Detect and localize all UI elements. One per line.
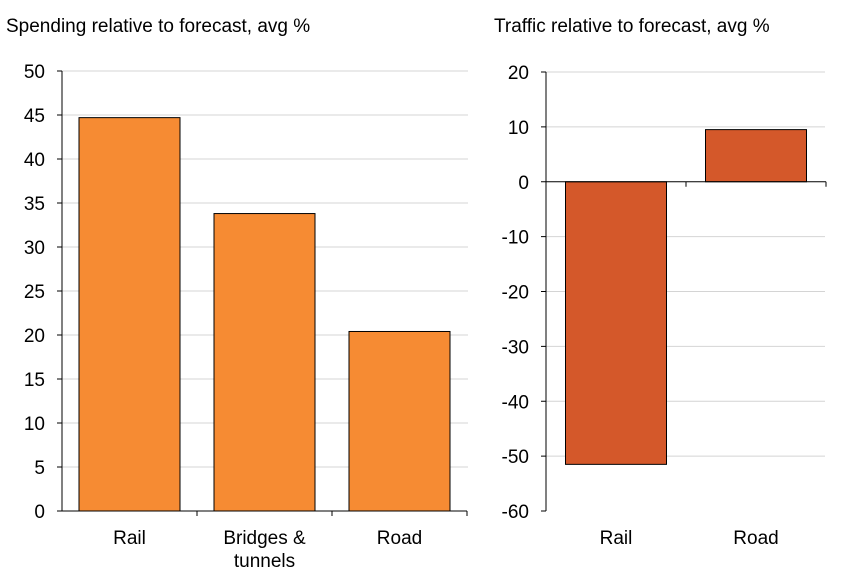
spending-ytick-label: 25 [24, 282, 45, 303]
spending-chart: Spending relative to forecast, avg % 0 5 1… [6, 16, 468, 572]
spending-ytick-label: 20 [24, 326, 45, 347]
spending-category-label: Rail [113, 528, 146, 549]
spending-ytick-label: 10 [24, 414, 45, 435]
spending-category-label: Bridges & tunnels [223, 528, 306, 572]
spending-ytick-label: 30 [24, 238, 45, 259]
spending-ytick-label: 5 [34, 458, 45, 479]
spending-chart-title: Spending relative to forecast, avg % [6, 16, 310, 37]
traffic-ytick-label: -30 [502, 337, 529, 358]
traffic-category-label: Road [733, 528, 778, 549]
spending-bar [213, 213, 316, 512]
spending-ytick-label: 40 [24, 150, 45, 171]
traffic-bar [565, 181, 667, 465]
spending-bar [78, 117, 181, 512]
traffic-chart: Traffic relative to forecast, avg % -60 -… [494, 16, 827, 549]
traffic-ytick-label: 0 [518, 173, 529, 194]
traffic-ytick-label: -50 [502, 447, 529, 468]
traffic-ytick-label: -40 [502, 392, 529, 413]
spending-ytick-label: 45 [24, 106, 45, 127]
spending-bar [348, 330, 451, 512]
traffic-ytick-label: -20 [502, 283, 529, 304]
spending-ytick-label: 50 [24, 62, 45, 83]
traffic-ytick-label: 20 [508, 63, 529, 84]
traffic-category-label: Rail [600, 528, 633, 549]
traffic-chart-title: Traffic relative to forecast, avg % [494, 16, 770, 37]
traffic-ytick-label: 10 [508, 118, 529, 139]
traffic-ytick-label: -60 [502, 502, 529, 523]
spending-ytick-label: 0 [34, 502, 45, 523]
spending-ytick-label: 35 [24, 194, 45, 215]
spending-ytick-label: 15 [24, 370, 45, 391]
traffic-bar [705, 129, 807, 183]
traffic-ytick-label: -10 [502, 228, 529, 249]
spending-category-label: Road [377, 528, 422, 549]
